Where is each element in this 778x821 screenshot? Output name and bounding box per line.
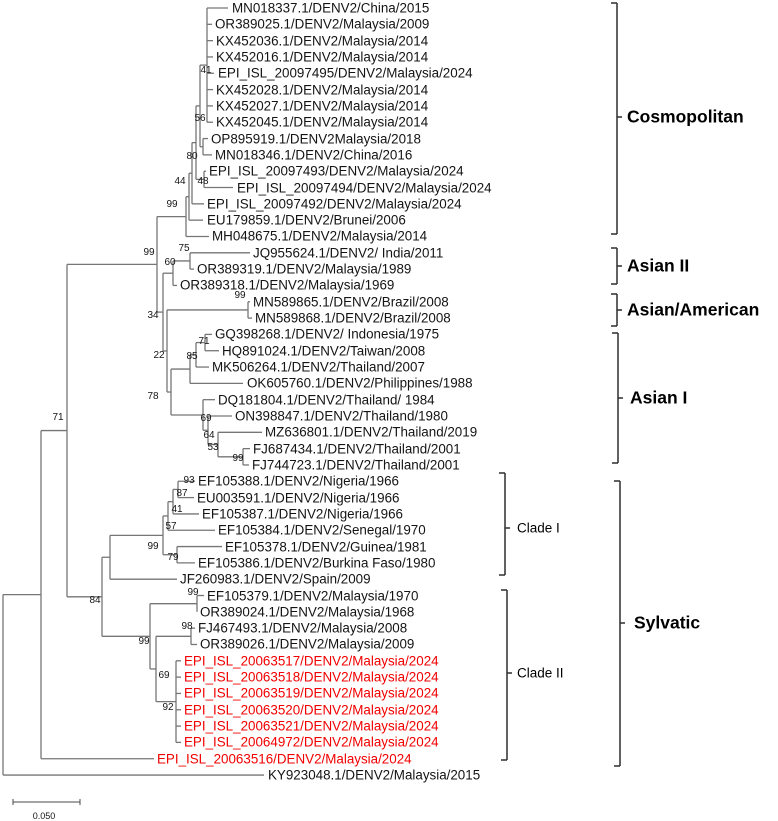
- taxon-label: MN018337.1/DENV2/China/2015: [232, 0, 430, 16]
- bootstrap-value: 41: [200, 65, 212, 76]
- bootstrap-value: 75: [178, 243, 190, 254]
- taxon-label: OR389026.1/DENV2/Malaysia/2009: [200, 636, 415, 652]
- taxon-label: JQ955624.1/DENV2/ India/2011: [253, 245, 444, 261]
- bootstrap-value: 60: [164, 257, 176, 268]
- bootstrap-value: 99: [232, 453, 244, 464]
- taxon-label: EPI_ISL_20063521/DENV2/Malaysia/2024: [184, 718, 439, 734]
- taxon-label: OR389318.1/DENV2/Malaysia/1969: [180, 277, 395, 293]
- bootstrap-value: 41: [171, 504, 183, 515]
- taxon-label: EPI_ISL_20063516/DENV2/Malaysia/2024: [157, 751, 412, 767]
- taxon-label: KX452028.1/DENV2/Malaysia/2014: [216, 81, 429, 97]
- taxon-label: KX452027.1/DENV2/Malaysia/2014: [216, 98, 429, 114]
- taxon-label: KX452016.1/DENV2/Malaysia/2014: [216, 49, 429, 65]
- taxon-label: MN589868.1/DENV2/Brazil/2008: [255, 310, 451, 326]
- taxon-label: EF105378.1/DENV2/Guinea/1981: [225, 538, 427, 554]
- taxon-label: EU003591.1/DENV2/Nigeria/1966: [197, 489, 400, 505]
- bootstrap-value: 71: [52, 412, 64, 423]
- bootstrap-value: 99: [143, 247, 155, 258]
- taxon-label: EF105384.1/DENV2/Senegal/1970: [218, 522, 426, 538]
- taxon-label: DQ181804.1/DENV2/Thailand/ 1984: [218, 391, 435, 407]
- bootstrap-value: 99: [166, 199, 178, 210]
- bootstrap-value: 64: [203, 430, 215, 441]
- bootstrap-value: 99: [187, 587, 199, 598]
- taxon-label: EF105379.1/DENV2/Malaysia/1970: [207, 587, 419, 603]
- taxon-label: KY923048.1/DENV2/Malaysia/2015: [268, 767, 481, 783]
- bootstrap-value: 87: [176, 488, 188, 499]
- bootstrap-value: 99: [234, 290, 246, 301]
- bootstrap-value: 22: [153, 350, 165, 361]
- taxon-label: MN018346.1/DENV2/China/2016: [215, 147, 413, 163]
- bootstrap-value: 79: [167, 552, 179, 563]
- taxon-label: OR389319.1/DENV2/Malaysia/1989: [197, 261, 412, 277]
- taxon-label: EPI_ISL_20063517/DENV2/Malaysia/2024: [184, 653, 439, 669]
- bootstrap-value: 44: [174, 176, 186, 187]
- taxon-label: FJ467493.1/DENV2/Malaysia/2008: [198, 620, 408, 636]
- bootstrap-value: 99: [147, 541, 159, 552]
- taxon-label: EU179859.1/DENV2/Brunei/2006: [207, 212, 406, 228]
- bootstrap-value: 69: [200, 413, 212, 424]
- taxon-label: OR389025.1/DENV2/Malaysia/2009: [215, 16, 430, 32]
- taxon-label: EF105386.1/DENV2/Burkina Faso/1980: [198, 555, 436, 571]
- bootstrap-value: 98: [181, 621, 193, 632]
- clade-label-asian-i: Asian I: [630, 387, 688, 408]
- clade-label-clade-i: Clade I: [517, 520, 560, 536]
- bootstrap-value: 34: [147, 310, 159, 321]
- taxon-label: EPI_ISL_20097494/DENV2/Malaysia/2024: [237, 179, 492, 195]
- clade-label-clade-ii: Clade II: [517, 665, 564, 681]
- taxon-label: KX452045.1/DENV2/Malaysia/2014: [216, 114, 429, 130]
- bootstrap-value: 53: [207, 442, 219, 453]
- taxon-label: ON398847.1/DENV2/Thailand/1980: [235, 408, 448, 424]
- taxon-label: MZ636801.1/DENV2/Thailand/2019: [265, 424, 478, 440]
- bootstrap-value: 92: [162, 702, 174, 713]
- taxon-label: EF105387.1/DENV2/Nigeria/1966: [202, 506, 403, 522]
- clade-label-asian-american: Asian/American: [627, 299, 760, 320]
- taxon-label: EPI_ISL_20097495/DENV2/Malaysia/2024: [218, 65, 473, 81]
- taxon-label: MH048675.1/DENV2/Malaysia/2014: [212, 228, 428, 244]
- taxon-label: FJ744723.1/DENV2/Thailand/2001: [252, 457, 460, 473]
- taxon-label: HQ891024.1/DENV2/Taiwan/2008: [222, 343, 426, 359]
- taxon-label: FJ687434.1/DENV2/Thailand/2001: [253, 440, 461, 456]
- bootstrap-value: 69: [158, 670, 170, 681]
- bootstrap-value: 48: [197, 176, 209, 187]
- bootstrap-value: 57: [165, 521, 177, 532]
- taxon-label: KX452036.1/DENV2/Malaysia/2014: [216, 32, 429, 48]
- clade-label-sylvatic: Sylvatic: [634, 612, 701, 633]
- taxon-label: EPI_ISL_20063519/DENV2/Malaysia/2024: [184, 685, 439, 701]
- taxon-label: EPI_ISL_20097492/DENV2/Malaysia/2024: [207, 196, 462, 212]
- taxon-label: MK506264.1/DENV2/Thailand/2007: [212, 359, 425, 375]
- taxon-label: EPI_ISL_20064972/DENV2/Malaysia/2024: [184, 734, 439, 750]
- clade-label-asian-ii: Asian II: [627, 255, 690, 276]
- taxon-label: JF260983.1/DENV2/Spain/2009: [180, 571, 371, 587]
- clade-label-cosmopolitan: Cosmopolitan: [627, 106, 744, 127]
- bootstrap-value: 85: [186, 351, 198, 362]
- taxon-label: EPI_ISL_20063518/DENV2/Malaysia/2024: [184, 669, 439, 685]
- taxon-label: OR389024.1/DENV2/Malaysia/1968: [200, 604, 415, 620]
- bootstrap-value: 80: [186, 151, 198, 162]
- taxon-label: OP895919.1/DENV2Malaysia/2018: [211, 130, 421, 146]
- bootstrap-value: 93: [183, 475, 195, 486]
- taxon-label: EF105388.1/DENV2/Nigeria/1966: [198, 473, 399, 489]
- bootstrap-value: 56: [194, 113, 206, 124]
- bootstrap-value: 78: [147, 391, 159, 402]
- taxon-label: EPI_ISL_20063520/DENV2/Malaysia/2024: [184, 702, 439, 718]
- taxon-label: GQ398268.1/DENV2/ Indonesia/1975: [215, 326, 440, 342]
- taxon-label: OK605760.1/DENV2/Philippines/1988: [247, 375, 473, 391]
- bootstrap-value: 99: [138, 636, 150, 647]
- taxon-label: MN589865.1/DENV2/Brazil/2008: [253, 294, 449, 310]
- taxon-label: EPI_ISL_20097493/DENV2/Malaysia/2024: [209, 163, 464, 179]
- bootstrap-value: 84: [89, 595, 101, 606]
- bootstrap-value: 71: [198, 336, 210, 347]
- scale-label: 0.050: [32, 811, 56, 821]
